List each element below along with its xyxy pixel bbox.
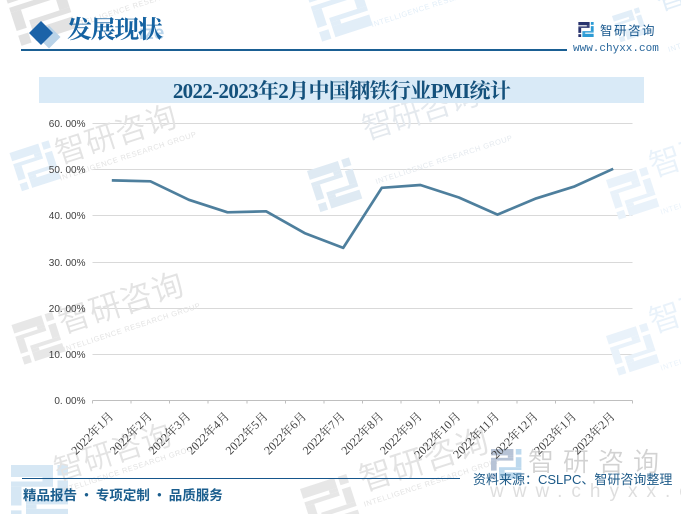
svg-text:50. 00%: 50. 00% xyxy=(49,165,86,176)
svg-text:0. 00%: 0. 00% xyxy=(54,396,85,407)
svg-text:www.chyxx.com: www.chyxx.com xyxy=(489,481,681,502)
svg-text:智研咨询: 智研咨询 xyxy=(528,442,668,479)
svg-text:30. 00%: 30. 00% xyxy=(49,258,86,269)
svg-text:20. 00%: 20. 00% xyxy=(49,304,86,315)
svg-text:10. 00%: 10. 00% xyxy=(49,350,86,361)
svg-text:2023年2月: 2023年2月 xyxy=(570,409,618,457)
svg-text:40. 00%: 40. 00% xyxy=(49,211,86,222)
svg-text:60. 00%: 60. 00% xyxy=(49,119,86,130)
